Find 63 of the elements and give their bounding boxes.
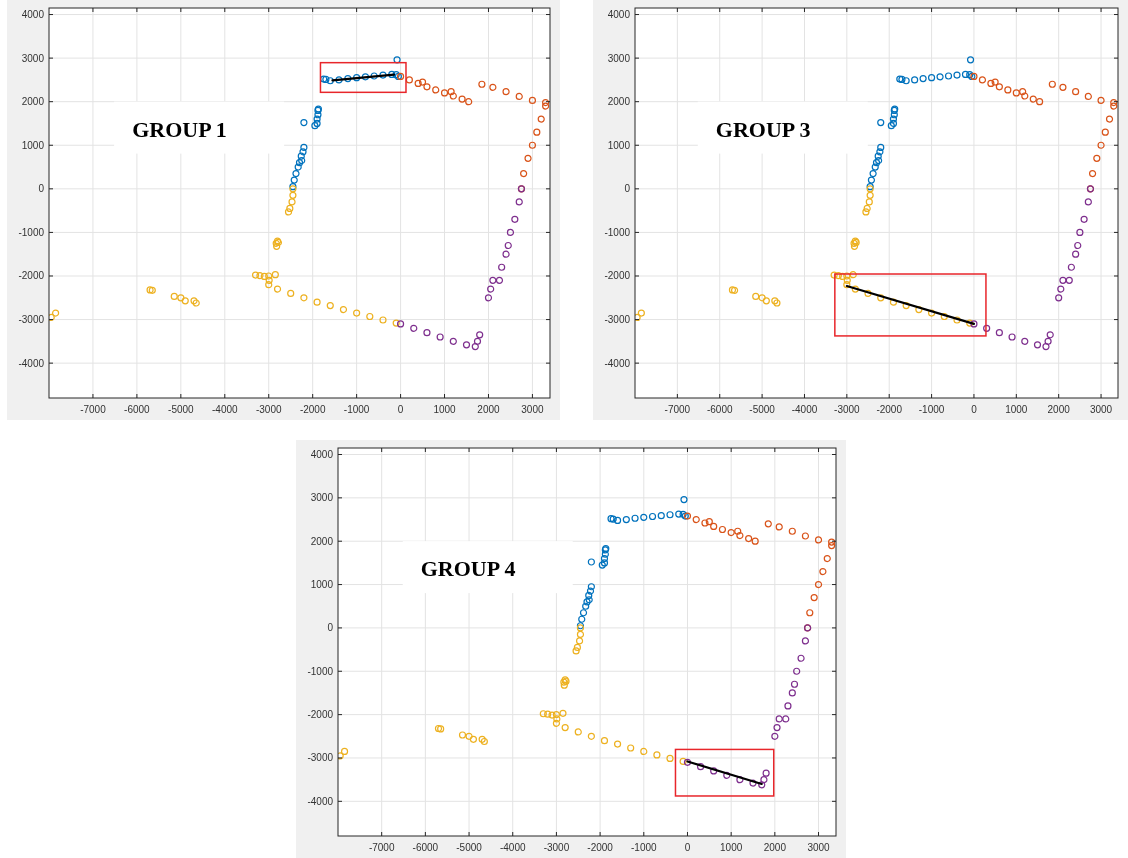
x-tick-label: -3000: [255, 404, 282, 415]
y-tick-label: -3000: [307, 752, 334, 764]
y-tick-label: 4000: [310, 449, 334, 460]
x-tick-label: 2000: [477, 404, 501, 415]
y-tick-label: 1000: [21, 139, 45, 151]
y-tick-label: -1000: [18, 226, 45, 238]
y-tick-label: -1000: [604, 226, 631, 238]
x-tick-label: -6000: [706, 404, 733, 415]
x-tick-label: 3000: [1089, 404, 1113, 415]
x-tick-label: 0: [971, 404, 978, 415]
x-tick-label: -5000: [749, 404, 776, 415]
x-tick-label: -2000: [587, 842, 614, 853]
y-tick-label: -3000: [604, 314, 631, 326]
x-tick-label: 1000: [1005, 404, 1028, 415]
y-tick-label: 1000: [607, 139, 631, 151]
x-tick-label: -4000: [791, 404, 818, 415]
y-tick-label: -1000: [307, 665, 334, 677]
x-tick-label: 3000: [807, 842, 831, 853]
y-tick-label: 4000: [21, 9, 45, 21]
y-tick-label: -4000: [604, 357, 631, 369]
y-tick-label: -4000: [307, 795, 334, 807]
text: GROUP 1: [132, 116, 227, 142]
x-tick-label: -7000: [368, 842, 395, 853]
x-tick-label: -2000: [876, 404, 903, 415]
text: GROUP 4: [420, 556, 516, 582]
x-tick-label: 2000: [1047, 404, 1071, 415]
y-tick-label: 0: [327, 622, 334, 634]
x-tick-label: -1000: [918, 404, 945, 415]
x-tick-label: -3000: [543, 842, 570, 853]
x-tick-label: -1000: [631, 842, 658, 853]
x-tick-label: -4000: [499, 842, 526, 853]
y-tick-label: 3000: [607, 52, 631, 64]
y-tick-label: 0: [624, 183, 631, 195]
y-tick-label: -4000: [18, 357, 45, 369]
text: GROUP 3: [715, 116, 811, 142]
x-tick-label: -1000: [343, 404, 370, 415]
y-tick-label: 3000: [21, 52, 45, 64]
x-tick-label: -5000: [168, 404, 195, 415]
y-tick-label: -3000: [18, 314, 45, 326]
y-tick-label: 4000: [607, 9, 631, 21]
y-tick-label: 2000: [607, 96, 631, 108]
x-tick-label: -7000: [80, 404, 107, 415]
y-tick-label: -2000: [18, 270, 45, 282]
x-tick-label: -4000: [212, 404, 239, 415]
x-tick-label: 1000: [433, 404, 457, 415]
x-tick-label: -2000: [299, 404, 326, 415]
x-tick-label: 0: [684, 842, 691, 853]
y-tick-label: 2000: [21, 96, 45, 108]
x-tick-label: 0: [397, 404, 404, 415]
x-tick-label: -6000: [124, 404, 151, 415]
y-tick-label: 1000: [310, 579, 334, 591]
y-tick-label: 3000: [310, 492, 334, 504]
x-tick-label: 1000: [720, 842, 743, 853]
x-tick-label: -7000: [664, 404, 691, 415]
x-tick-label: -6000: [412, 842, 439, 853]
y-tick-label: -2000: [604, 270, 631, 282]
x-tick-label: -3000: [834, 404, 861, 415]
x-tick-label: 3000: [521, 404, 544, 415]
y-tick-label: 0: [38, 183, 45, 195]
x-tick-label: 2000: [763, 842, 787, 853]
y-tick-label: 2000: [310, 535, 334, 547]
y-tick-label: -2000: [307, 709, 334, 721]
x-tick-label: -5000: [456, 842, 483, 853]
